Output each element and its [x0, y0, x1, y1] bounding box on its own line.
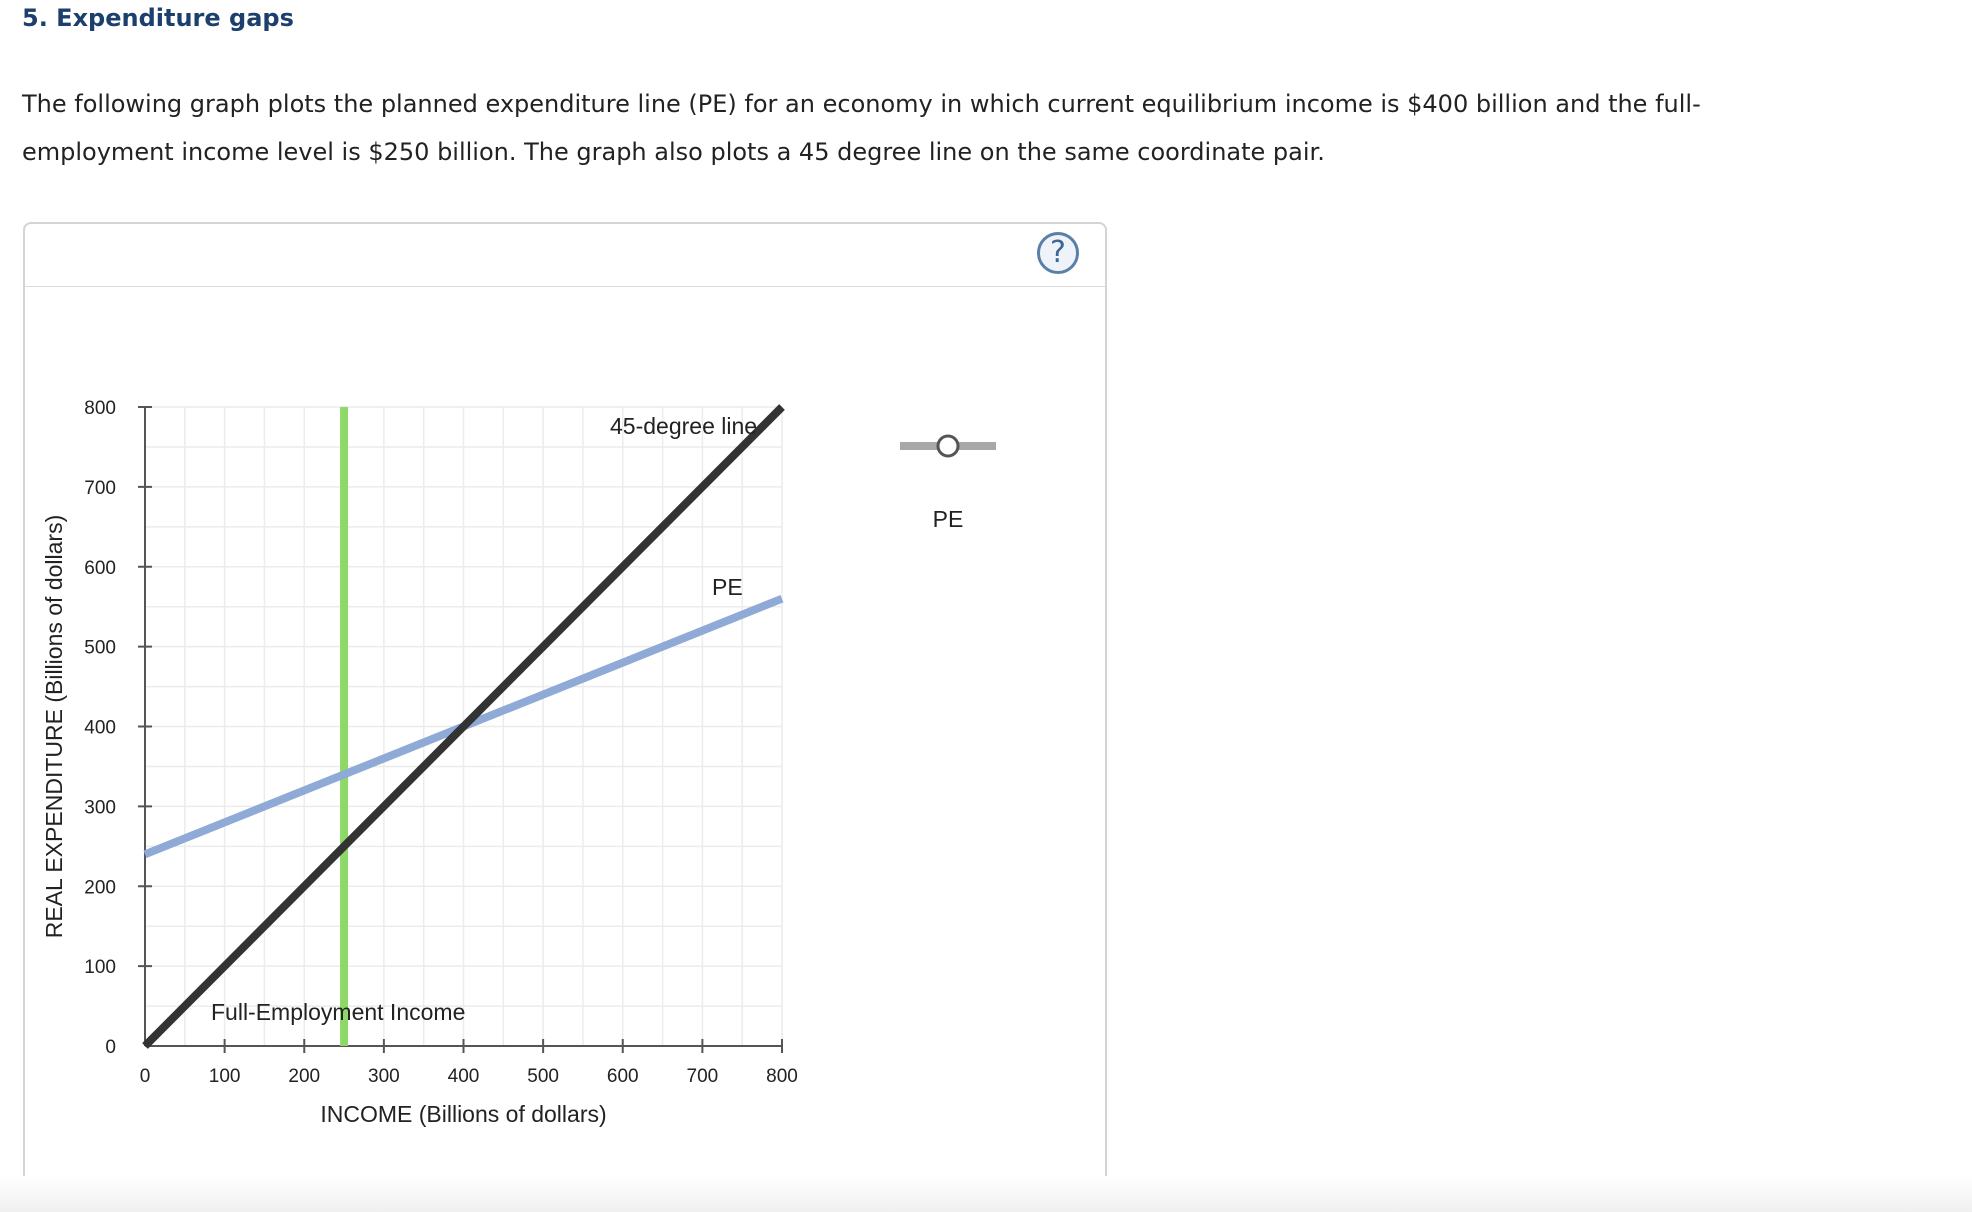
- y-tick-label: 0: [105, 1037, 116, 1058]
- x-axis-title: INCOME (Billions of dollars): [320, 1101, 606, 1127]
- x-tick-label: 600: [607, 1066, 639, 1087]
- x-tick-label: 800: [766, 1066, 798, 1087]
- x-tick-label: 200: [288, 1066, 320, 1087]
- chart-labels: INCOME (Billions of dollars) REAL EXPENDI…: [41, 413, 757, 1127]
- x-tick-label: 300: [368, 1066, 400, 1087]
- question-text: The following graph plots the planned ex…: [22, 90, 1701, 166]
- help-button[interactable]: ?: [1037, 232, 1079, 274]
- graph-panel: [23, 222, 1107, 1206]
- y-tick-label: 700: [84, 478, 116, 499]
- legend-pe-marker[interactable]: [936, 434, 960, 458]
- chart-legend[interactable]: PE: [900, 434, 996, 532]
- x-tick-label: 0: [140, 1066, 151, 1087]
- forty-five-degree-label: 45-degree line: [610, 413, 757, 439]
- y-tick-label: 100: [84, 957, 116, 978]
- legend-pe-label: PE: [933, 506, 964, 532]
- y-axis-title: REAL EXPENDITURE (Billions of dollars): [41, 515, 67, 939]
- y-tick-label: 300: [84, 797, 116, 818]
- y-tick-label: 600: [84, 558, 116, 579]
- x-tick-label: 100: [209, 1066, 241, 1087]
- y-tick-label: 200: [84, 877, 116, 898]
- y-tick-label: 500: [84, 638, 116, 659]
- graph-panel-header: [25, 224, 1105, 287]
- y-tick-label: 800: [84, 398, 116, 419]
- chart-ticks: 0 100 200 300 400 500 600 700 800 0 100 200 300 400 50…: [84, 398, 798, 1087]
- question-circle-icon: ?: [1050, 235, 1066, 270]
- chart-grid: [145, 406, 783, 1046]
- y-tick-label: 400: [84, 718, 116, 739]
- question-title: 5. Expenditure gaps: [22, 4, 294, 32]
- x-tick-label: 500: [527, 1066, 559, 1087]
- pe-line-label: PE: [712, 574, 743, 600]
- x-tick-label: 400: [448, 1066, 480, 1087]
- page-bottom-shade: [0, 1176, 1972, 1212]
- forty-five-degree-line: [142, 404, 785, 1049]
- full-employment-label: Full-Employment Income: [211, 999, 465, 1025]
- chart-series: [142, 404, 785, 1049]
- x-tick-label: 700: [687, 1066, 719, 1087]
